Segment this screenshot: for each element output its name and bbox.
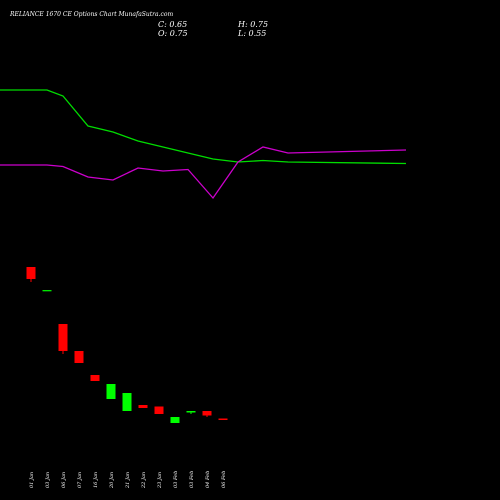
- chart-title: RELIANCE 1670 CE Options Chart MunafaSut…: [9, 11, 173, 18]
- high-value: H: 0.75: [237, 20, 268, 29]
- candle-body: [186, 411, 196, 413]
- candle-body: [122, 393, 132, 411]
- candle-body: [218, 418, 228, 420]
- x-tick-label: 03 Feb: [189, 471, 195, 488]
- candle-body: [202, 411, 212, 416]
- ma-line-2: [0, 146, 407, 200]
- candle-body: [170, 417, 180, 423]
- x-tick-label: 06 Feb: [221, 471, 227, 488]
- x-tick-label: 01 Jan: [29, 472, 35, 488]
- candles: [26, 267, 228, 423]
- candle-body: [154, 406, 164, 414]
- candle-body: [42, 290, 52, 292]
- x-tick-label: 21 Jan: [125, 472, 131, 489]
- low-value: L: 0.55: [237, 29, 266, 38]
- candle-body: [90, 375, 100, 381]
- x-tick-label: 16 Jan: [93, 472, 99, 488]
- candle-body: [74, 351, 84, 363]
- x-tick-label: 04 Feb: [205, 471, 211, 488]
- x-tick-label: 20 Jan: [109, 472, 115, 489]
- moving-averages: [0, 89, 407, 200]
- x-tick-label: 03 Jan: [45, 472, 51, 488]
- x-tick-label: 06 Jan: [61, 472, 67, 488]
- x-axis-ticks: 01 Jan 03 Jan 06 Jan 07 Jan 16 Jan 20 Jan 21 J…: [29, 471, 227, 489]
- open-value: O: 0.75: [158, 29, 188, 38]
- close-value: C: 0.65: [158, 20, 187, 29]
- candle-body: [106, 384, 116, 399]
- candle-body: [138, 405, 148, 408]
- x-tick-label: 07 Jan: [77, 472, 83, 488]
- x-tick-label: 03 Feb: [173, 471, 179, 488]
- x-tick-label: 22 Jan: [141, 472, 147, 489]
- candle-body: [26, 267, 36, 279]
- ma-line-1: [0, 89, 407, 165]
- candle-body: [58, 324, 68, 351]
- x-tick-label: 23 Jan: [157, 472, 163, 489]
